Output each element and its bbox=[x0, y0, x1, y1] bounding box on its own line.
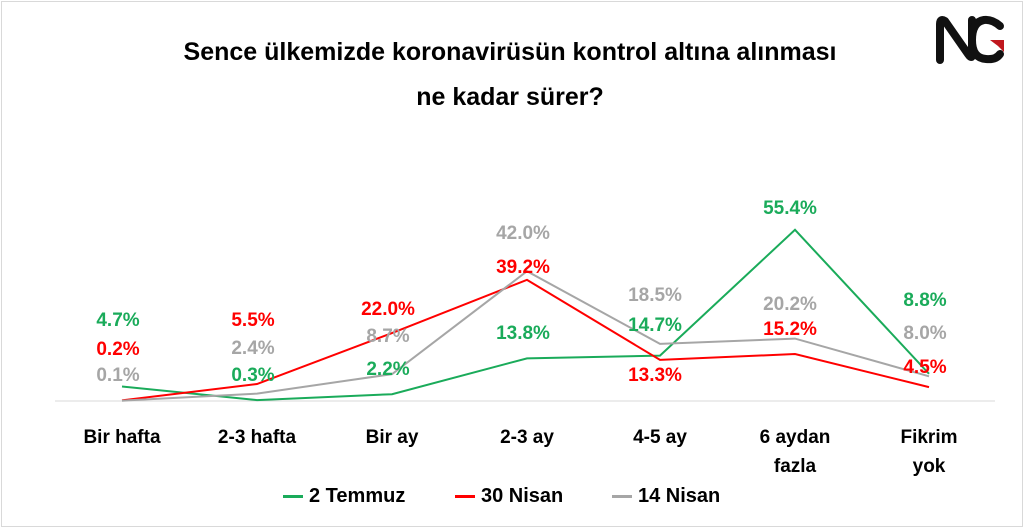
x-tick-label-line: 4-5 ay bbox=[633, 427, 687, 448]
legend-label: 14 Nisan bbox=[638, 485, 721, 507]
data-label: 5.5% bbox=[231, 310, 275, 331]
legend-swatch bbox=[283, 495, 303, 498]
data-label: 0.2% bbox=[96, 339, 140, 360]
data-label: 15.2% bbox=[763, 319, 817, 340]
data-label: 8.7% bbox=[366, 326, 410, 347]
legend-swatch bbox=[612, 495, 632, 498]
legend-label: 2 Temmuz bbox=[309, 485, 406, 507]
data-label: 13.8% bbox=[496, 323, 550, 344]
data-label: 0.1% bbox=[96, 365, 140, 386]
x-tick-label: 6 aydan fazla bbox=[760, 423, 831, 481]
legend-item-14-nisan: 14 Nisan bbox=[612, 485, 720, 508]
x-tick-label: Bir hafta bbox=[83, 423, 160, 452]
series-line-2 bbox=[121, 270, 930, 402]
data-label: 18.5% bbox=[628, 285, 682, 306]
legend-swatch bbox=[455, 495, 475, 498]
data-label: 2.2% bbox=[366, 359, 410, 380]
x-tick-label-line: Fikrim yok bbox=[900, 427, 958, 477]
data-label: 13.3% bbox=[628, 365, 682, 386]
data-label: 20.2% bbox=[763, 294, 817, 315]
x-tick-label-line: fazla bbox=[773, 456, 817, 477]
data-label: 2.4% bbox=[231, 338, 275, 359]
series-line-1 bbox=[121, 278, 930, 402]
x-tick-label-line: 6 aydan bbox=[759, 427, 831, 448]
x-tick-label-line: Bir hafta bbox=[83, 427, 161, 448]
legend-item-30-nisan: 30 Nisan bbox=[455, 485, 563, 508]
legend-item-2-temmuz: 2 Temmuz bbox=[283, 485, 405, 508]
x-tick-label: 2-3 hafta bbox=[218, 423, 296, 452]
data-label: 39.2% bbox=[496, 257, 550, 278]
series-line-0 bbox=[121, 228, 930, 402]
x-tick-label: 4-5 ay bbox=[633, 423, 687, 452]
title-line-1: Sence ülkemizde koronavirüsün kontrol al… bbox=[183, 38, 837, 66]
x-tick-label-line: 2-3 ay bbox=[500, 427, 554, 448]
data-label: 0.3% bbox=[231, 365, 275, 386]
data-label: 8.0% bbox=[903, 323, 947, 344]
x-tick-label: Bir ay bbox=[366, 423, 419, 452]
data-label: 22.0% bbox=[361, 299, 415, 320]
data-label: 4.5% bbox=[903, 357, 947, 378]
legend-label: 30 Nisan bbox=[481, 485, 564, 507]
title-line-2: ne kadar sürer? bbox=[416, 83, 604, 111]
x-tick-label: 2-3 ay bbox=[500, 423, 554, 452]
data-label: 14.7% bbox=[628, 315, 682, 336]
x-tick-label-line: Bir ay bbox=[365, 427, 419, 448]
ng-logo bbox=[934, 14, 1006, 71]
chart-title: Sence ülkemizde koronavirüsün kontrol al… bbox=[60, 30, 960, 120]
data-label: 42.0% bbox=[496, 223, 550, 244]
legend: 2 Temmuz 30 Nisan 14 Nisan bbox=[0, 485, 1024, 513]
data-label: 55.4% bbox=[763, 198, 817, 219]
data-label: 4.7% bbox=[96, 310, 140, 331]
x-tick-label-line: 2-3 hafta bbox=[217, 427, 297, 448]
data-label: 8.8% bbox=[903, 290, 947, 311]
x-tick-label: Fikrim yok bbox=[882, 423, 977, 481]
